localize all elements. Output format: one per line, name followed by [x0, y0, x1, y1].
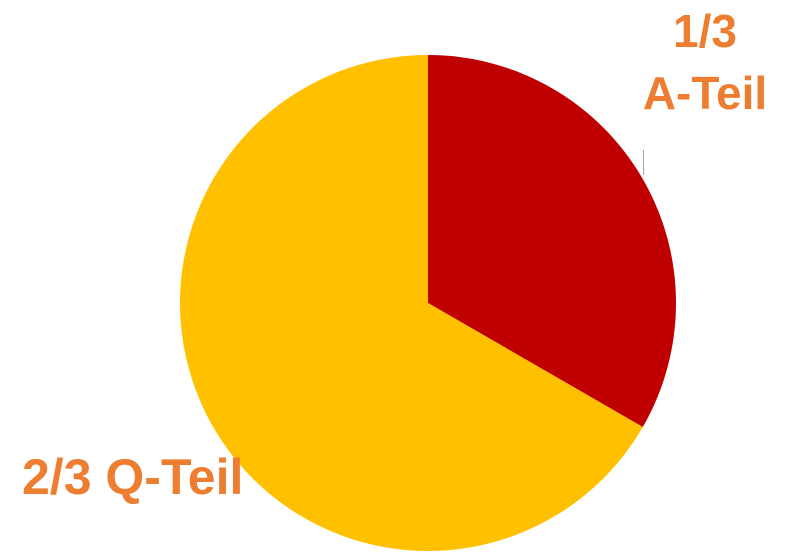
slice-label-a-teil-name: A-Teil — [642, 67, 768, 119]
slice-label-q-teil: 2/3 Q-Teil — [22, 449, 244, 505]
label-leader-line — [643, 150, 644, 175]
slice-label-a-teil: 1/3 A-Teil — [620, 8, 790, 116]
slice-label-a-teil-fraction: 1/3 — [673, 5, 737, 57]
pie-slice-q-teil — [179, 55, 643, 551]
pie-slice-a-teil — [428, 55, 676, 427]
